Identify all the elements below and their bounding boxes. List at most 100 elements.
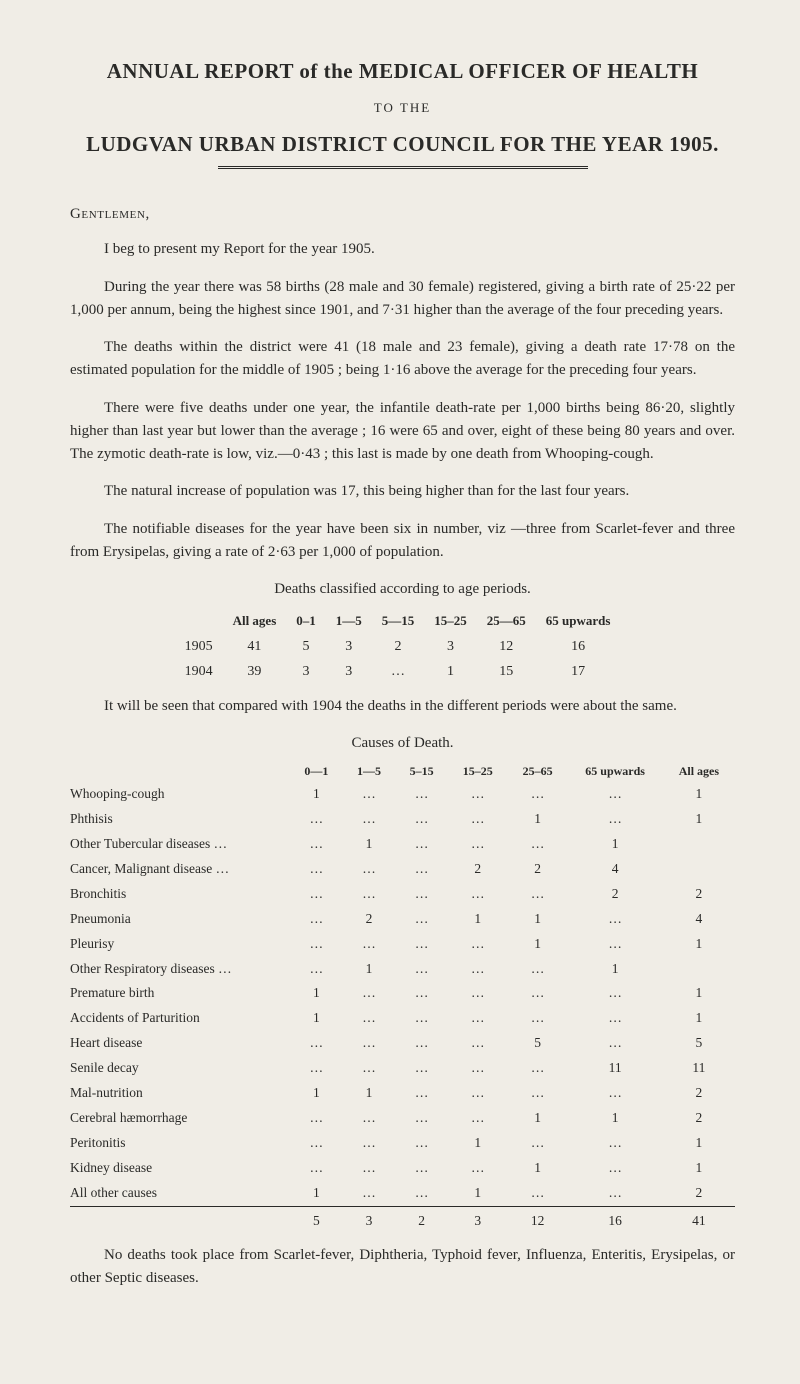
to-the: TO THE xyxy=(70,98,735,118)
table-cell: … xyxy=(567,981,662,1006)
causes-caption: Causes of Death. xyxy=(70,732,735,755)
table-cell: Accidents of Parturition xyxy=(70,1006,290,1031)
table-cell: … xyxy=(508,1131,568,1156)
table-cell: … xyxy=(395,1181,448,1206)
table-cell: … xyxy=(343,1031,396,1056)
age-col-header xyxy=(185,609,223,633)
table-cell: … xyxy=(567,1156,662,1181)
table-cell: 1 xyxy=(663,782,735,807)
table-cell: … xyxy=(567,782,662,807)
table-cell: 1 xyxy=(343,832,396,857)
table-cell: … xyxy=(290,907,343,932)
table-cell: … xyxy=(508,782,568,807)
table-cell: 1 xyxy=(663,1131,735,1156)
table-cell: … xyxy=(508,1056,568,1081)
table-cell: … xyxy=(395,1056,448,1081)
table-cell: 1 xyxy=(508,1106,568,1131)
table-cell: … xyxy=(508,882,568,907)
table-row: Heart disease…………5…5 xyxy=(70,1031,735,1056)
table-cell: 2 xyxy=(663,1181,735,1206)
table-row: Other Tubercular diseases ……1………1 xyxy=(70,832,735,857)
table-cell: … xyxy=(290,932,343,957)
table-cell: … xyxy=(567,807,662,832)
salutation: Gentlemen, xyxy=(70,203,735,226)
table-cell: … xyxy=(448,1106,508,1131)
table-cell: … xyxy=(343,1106,396,1131)
table-cell: 4 xyxy=(663,907,735,932)
table-cell: … xyxy=(448,1156,508,1181)
table-cell: Other Respiratory diseases … xyxy=(70,957,290,982)
table-row: Premature birth1……………1 xyxy=(70,981,735,1006)
title-rule-2 xyxy=(218,168,588,169)
table-cell: … xyxy=(395,882,448,907)
table-cell: 1 xyxy=(663,1156,735,1181)
table-cell: 1 xyxy=(290,981,343,1006)
para-7: It will be seen that compared with 1904 … xyxy=(70,695,735,718)
table-row: Peritonitis………1……1 xyxy=(70,1131,735,1156)
table-cell: Cancer, Malignant disease … xyxy=(70,857,290,882)
table-row: Kidney disease…………1…1 xyxy=(70,1156,735,1181)
table-cell: 12 xyxy=(477,634,536,660)
table-row: Cancer, Malignant disease …………224 xyxy=(70,857,735,882)
causes-col-header: 25–65 xyxy=(508,760,568,783)
table-cell: … xyxy=(343,1181,396,1206)
table-cell: 2 xyxy=(448,857,508,882)
table-cell: 5 xyxy=(663,1031,735,1056)
table-cell: … xyxy=(343,981,396,1006)
table-cell: 3 xyxy=(286,659,326,685)
table-cell: … xyxy=(508,957,568,982)
table-cell: … xyxy=(343,1156,396,1181)
table-cell: 15 xyxy=(477,659,536,685)
table-cell: … xyxy=(395,957,448,982)
table-cell: 1 xyxy=(567,1106,662,1131)
table-cell: … xyxy=(508,981,568,1006)
table-cell: 16 xyxy=(536,634,621,660)
table-cell: Mal-nutrition xyxy=(70,1081,290,1106)
table-cell: 4 xyxy=(567,857,662,882)
para-3: The deaths within the district were 41 (… xyxy=(70,336,735,383)
table-cell: … xyxy=(395,932,448,957)
age-col-header: 15–25 xyxy=(424,609,477,633)
table-cell: Whooping-cough xyxy=(70,782,290,807)
table-cell: 1 xyxy=(290,782,343,807)
table-total-cell: 3 xyxy=(448,1206,508,1233)
table-cell: 1 xyxy=(448,1181,508,1206)
table-cell: … xyxy=(448,932,508,957)
table-cell: 1 xyxy=(508,807,568,832)
para-1: I beg to present my Report for the year … xyxy=(70,238,735,261)
table-cell: 2 xyxy=(663,882,735,907)
table-total-cell: 2 xyxy=(395,1206,448,1233)
table-cell: … xyxy=(448,782,508,807)
age-col-header: All ages xyxy=(223,609,287,633)
table-cell: 2 xyxy=(567,882,662,907)
para-5: The natural increase of population was 1… xyxy=(70,480,735,503)
table-cell: Bronchitis xyxy=(70,882,290,907)
table-cell: … xyxy=(567,932,662,957)
table-cell: 5 xyxy=(508,1031,568,1056)
table-total-cell: 16 xyxy=(567,1206,662,1233)
table-cell: … xyxy=(395,1081,448,1106)
table-cell: … xyxy=(343,882,396,907)
table-cell: 2 xyxy=(372,634,425,660)
table-cell: 5 xyxy=(286,634,326,660)
table-row: 19054153231216 xyxy=(185,634,621,660)
age-col-header: 5—15 xyxy=(372,609,425,633)
table-cell: … xyxy=(395,1031,448,1056)
para-6: The notifiable diseases for the year hav… xyxy=(70,518,735,565)
table-cell: … xyxy=(567,1006,662,1031)
table-cell: … xyxy=(343,932,396,957)
table-cell: 1 xyxy=(343,957,396,982)
table-cell: Peritonitis xyxy=(70,1131,290,1156)
table-row: 19043933…11517 xyxy=(185,659,621,685)
table-cell: … xyxy=(290,1031,343,1056)
table-cell: 1905 xyxy=(185,634,223,660)
table-cell: … xyxy=(290,1106,343,1131)
table-cell: … xyxy=(372,659,425,685)
table-cell: 2 xyxy=(508,857,568,882)
table-row: Senile decay……………1111 xyxy=(70,1056,735,1081)
table-cell: 3 xyxy=(424,634,477,660)
table-cell: 1 xyxy=(567,957,662,982)
table-cell: … xyxy=(448,1056,508,1081)
table-cell: … xyxy=(395,1131,448,1156)
table-cell: Phthisis xyxy=(70,807,290,832)
